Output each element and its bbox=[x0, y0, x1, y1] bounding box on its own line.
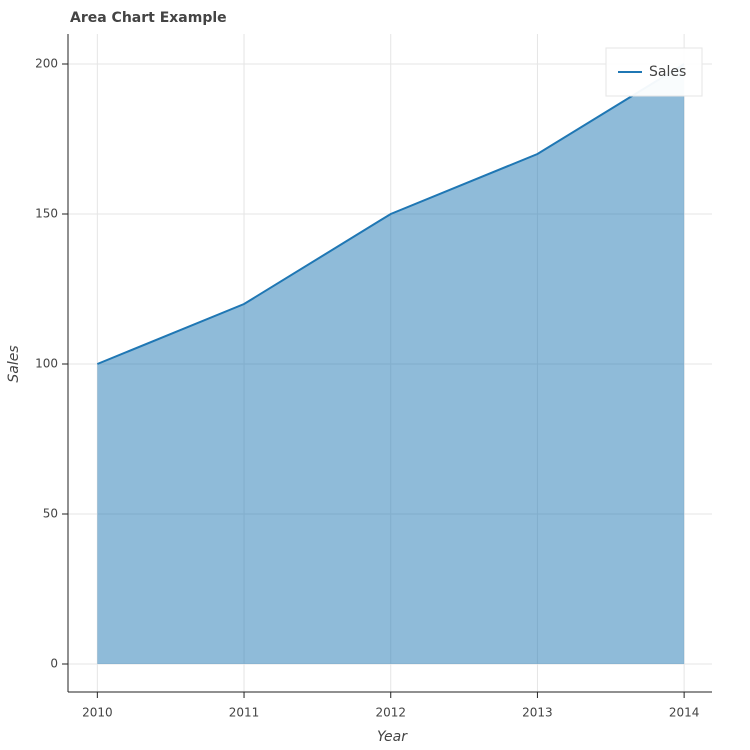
y-tick-label: 200 bbox=[35, 57, 58, 71]
plot bbox=[96, 63, 685, 664]
x-tick-label: 2011 bbox=[229, 706, 260, 720]
y-axis-label: Sales bbox=[6, 345, 22, 382]
legend: Sales bbox=[605, 47, 703, 97]
x-tick-label: 2014 bbox=[669, 706, 700, 720]
x-axis-label: Year bbox=[377, 729, 408, 745]
y-tick-label: 0 bbox=[50, 657, 58, 671]
x-tick-label: 2012 bbox=[375, 706, 406, 720]
area-line bbox=[96, 63, 685, 365]
x-tick-label: 2013 bbox=[522, 706, 553, 720]
y-tick-label: 150 bbox=[35, 207, 58, 221]
legend-label: Sales bbox=[649, 64, 686, 80]
y-tick-label: 50 bbox=[43, 507, 58, 521]
area bbox=[97, 64, 685, 664]
chart-title: Area Chart Example bbox=[70, 10, 227, 26]
y-tick-label: 100 bbox=[35, 357, 58, 371]
axes: 0 50 100 150 200 2010 2011 2012 2013 2014 bbox=[35, 34, 712, 720]
x-tick-label: 2010 bbox=[82, 706, 113, 720]
